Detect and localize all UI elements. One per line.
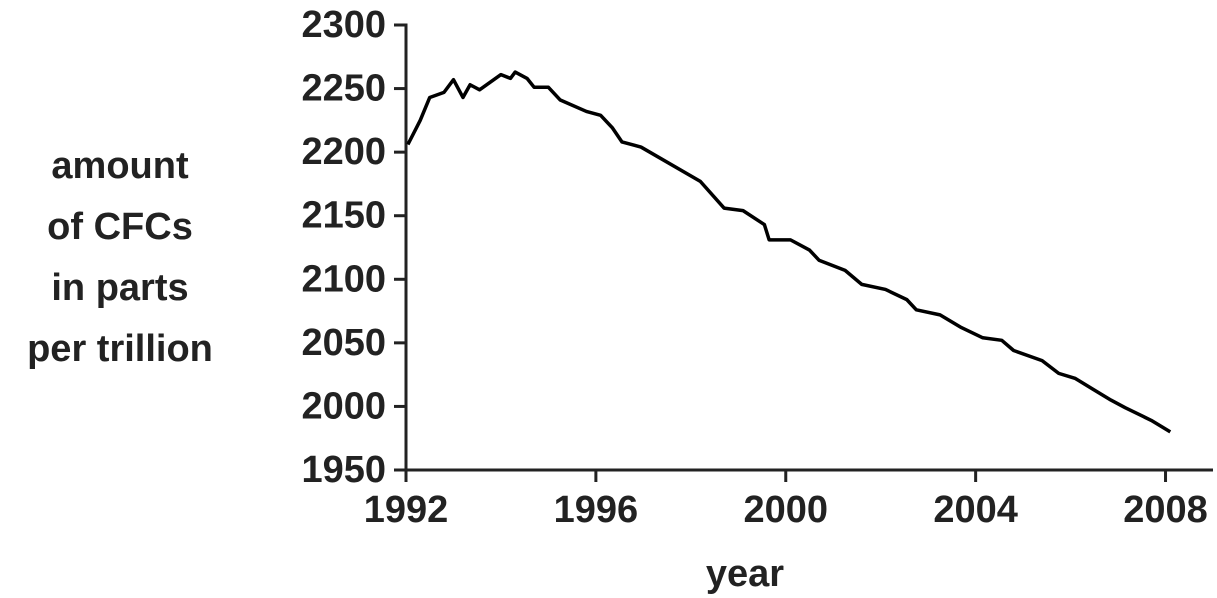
y-tick-label: 2300 [301, 4, 386, 46]
y-axis-label: amount [51, 145, 189, 187]
y-tick-label: 2000 [301, 385, 386, 427]
y-tick-label: 2250 [301, 68, 386, 110]
y-tick-label: 2150 [301, 195, 386, 237]
x-tick-label: 2008 [1123, 489, 1208, 531]
y-tick-label: 2100 [301, 258, 386, 300]
y-tick-label: 2050 [301, 322, 386, 364]
x-tick-label: 2004 [933, 489, 1018, 531]
x-tick-label: 2000 [743, 489, 828, 531]
x-tick-label: 1992 [364, 489, 449, 531]
x-axis-label: year [706, 553, 784, 595]
x-tick-label: 1996 [554, 489, 639, 531]
data-line [406, 70, 1172, 434]
y-axis-label: per trillion [27, 328, 213, 370]
y-axis-label: in parts [51, 267, 188, 309]
y-tick-label: 2200 [301, 131, 386, 173]
y-axis-label: of CFCs [47, 206, 193, 248]
y-tick-label: 1950 [301, 449, 386, 491]
